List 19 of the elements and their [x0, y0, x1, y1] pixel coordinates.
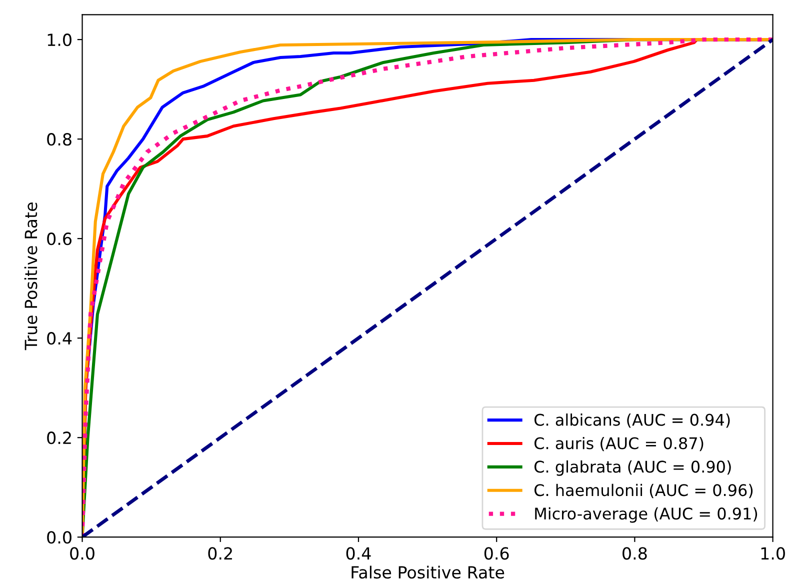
legend-label: C. auris (AUC = 0.87): [534, 436, 704, 452]
y-tick-label: 0.8: [47, 133, 72, 146]
x-axis-title: False Positive Rate: [352, 566, 504, 579]
x-tick-label: 1.0: [761, 547, 785, 560]
legend-label: C. glabrata (AUC = 0.90): [534, 460, 731, 476]
legend-label: C. haemulonii (AUC = 0.96): [534, 484, 753, 498]
y-axis-title: True Positive Rate: [24, 202, 38, 350]
x-tick-label: 0.8: [622, 547, 647, 560]
x-tick-label: 0.2: [208, 547, 232, 560]
y-tick-label: 0.2: [47, 432, 71, 444]
x-tick-label: 0.0: [70, 547, 94, 560]
y-tick-label: 1.0: [48, 34, 72, 46]
y-tick-label: 0.0: [47, 531, 72, 544]
y-tick-label: 0.6: [47, 232, 72, 246]
y-tick-label: 0.4: [47, 332, 72, 345]
legend-label: Micro-average (AUC = 0.91): [535, 507, 758, 523]
legend-label: C. albicans (AUC = 0.94): [534, 413, 730, 428]
x-tick-label: 0.4: [346, 547, 371, 560]
x-tick-label: 0.6: [484, 547, 509, 560]
